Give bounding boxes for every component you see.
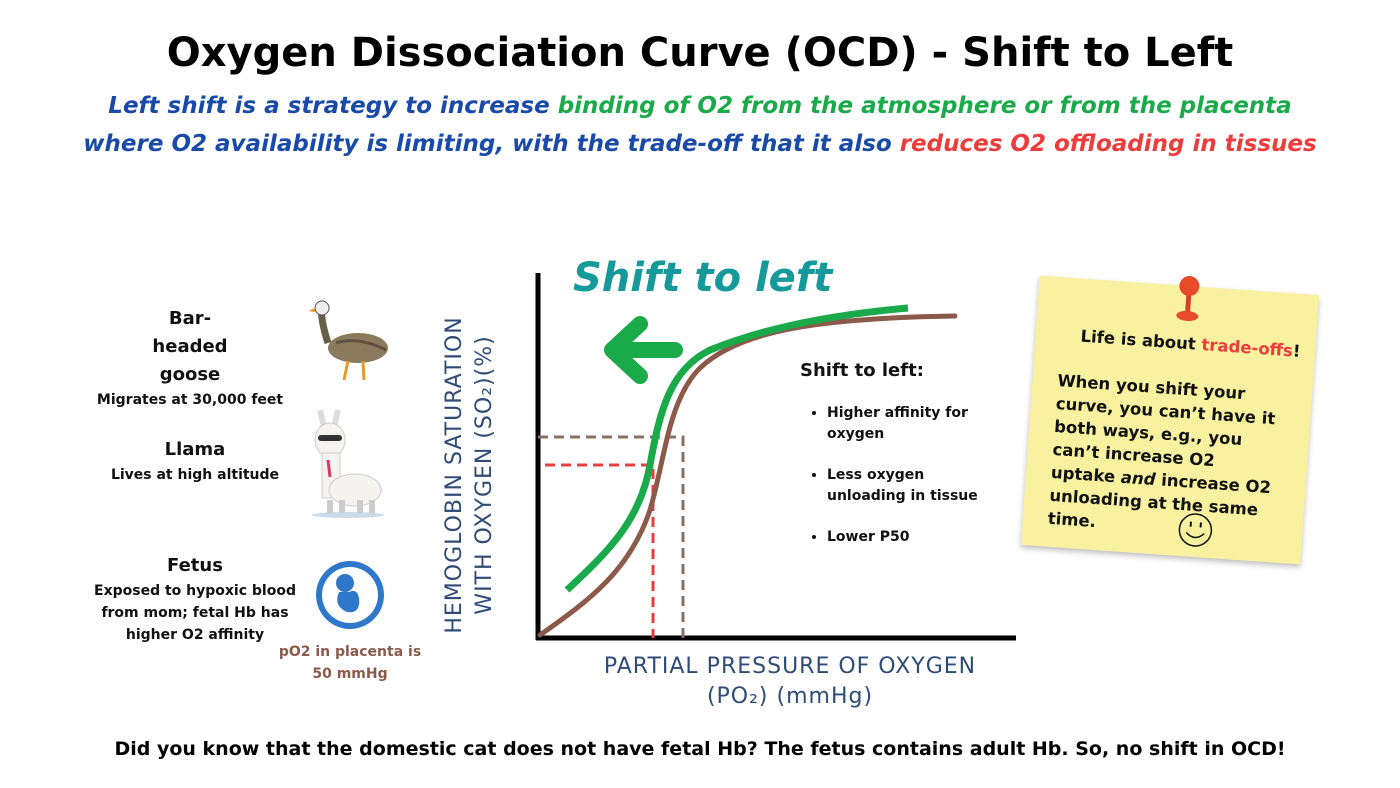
x-axis-label: PARTIAL PRESSURE OF OXYGEN (PO₂) (mmHg) <box>580 652 1000 712</box>
y-axis-label-line: HEMOGLOBIN SATURATION <box>442 316 467 634</box>
normal-curve <box>537 313 958 638</box>
note-heading: Life is about trade-offs! <box>1080 325 1301 363</box>
example-fetus: Fetus Exposed to hypoxic blood from mom;… <box>85 552 305 646</box>
note-body: When you shift your curve, you can’t hav… <box>1047 369 1283 545</box>
page-title: Oxygen Dissociation Curve (OCD) - Shift … <box>166 30 1234 76</box>
example-desc: Exposed to hypoxic blood from mom; fetal… <box>94 583 296 643</box>
footer-fact: Did you know that the domestic cat does … <box>114 738 1286 760</box>
left-shift-p50-guide <box>545 463 655 638</box>
y-axis-label: HEMOGLOBIN SATURATION WITH OXYGEN (SO₂)(… <box>440 305 500 645</box>
llama-icon <box>312 409 384 518</box>
example-name: Fetus <box>167 555 223 576</box>
placenta-note: pO2 in placenta is 50 mmHg <box>278 644 422 682</box>
goose-icon <box>308 300 388 381</box>
note-highlight: trade-offs <box>1200 335 1294 361</box>
example-goose: Bar-headed goose Migrates at 30,000 feet <box>95 305 285 411</box>
summary-bullet: Lower P50 <box>827 527 1002 548</box>
example-name: Bar-headed goose <box>152 308 228 385</box>
example-desc: Migrates at 30,000 feet <box>96 392 284 408</box>
subtitle-text: where O2 availability is limiting, with … <box>83 131 900 157</box>
pushpin-icon <box>1176 276 1200 321</box>
left-arrow-icon <box>604 316 683 384</box>
y-axis-label-line: WITH OXYGEN (SO₂)(%) <box>472 335 497 615</box>
left-shifted-curve <box>564 304 909 593</box>
x-axis-label-line: PARTIAL PRESSURE OF OXYGEN <box>603 654 977 679</box>
subtitle-text: Left shift is a strategy to increase <box>108 93 558 119</box>
note-italic: and <box>1120 467 1157 490</box>
subtitle-highlight-red: reduces O2 offloading in tissues <box>899 131 1317 157</box>
example-name: Llama <box>164 439 226 460</box>
normal-p50-guide <box>538 435 685 638</box>
sticky-note: Life is about trade-offs! When you shift… <box>1020 275 1320 565</box>
example-llama: Llama Lives at high altitude <box>95 436 295 486</box>
summary-title: Shift to left: <box>800 360 924 381</box>
note-text: ! <box>1292 341 1302 361</box>
note-text: Life is about <box>1079 326 1203 354</box>
subtitle-line-1: Left shift is a strategy to increase bin… <box>0 93 1400 119</box>
subtitle-highlight-green: binding of O2 from the atmosphere or fro… <box>557 93 1292 119</box>
graph-heading: Shift to left <box>573 255 833 301</box>
subtitle-line-2: where O2 availability is limiting, with … <box>0 131 1400 157</box>
example-desc: Lives at high altitude <box>110 467 280 483</box>
summary-bullet: Less oxygen unloading in tissue <box>827 465 1002 507</box>
x-axis-label-line: (PO₂) (mmHg) <box>706 684 874 709</box>
note-text: When you shift your curve, you can’t hav… <box>1050 371 1276 487</box>
summary-bullet: Higher affinity for oxygen <box>827 403 1002 445</box>
shift-summary: Shift to left: Higher affinity for oxyge… <box>800 360 1002 548</box>
fetus-icon <box>316 561 384 629</box>
smiley-icon <box>1178 513 1213 547</box>
